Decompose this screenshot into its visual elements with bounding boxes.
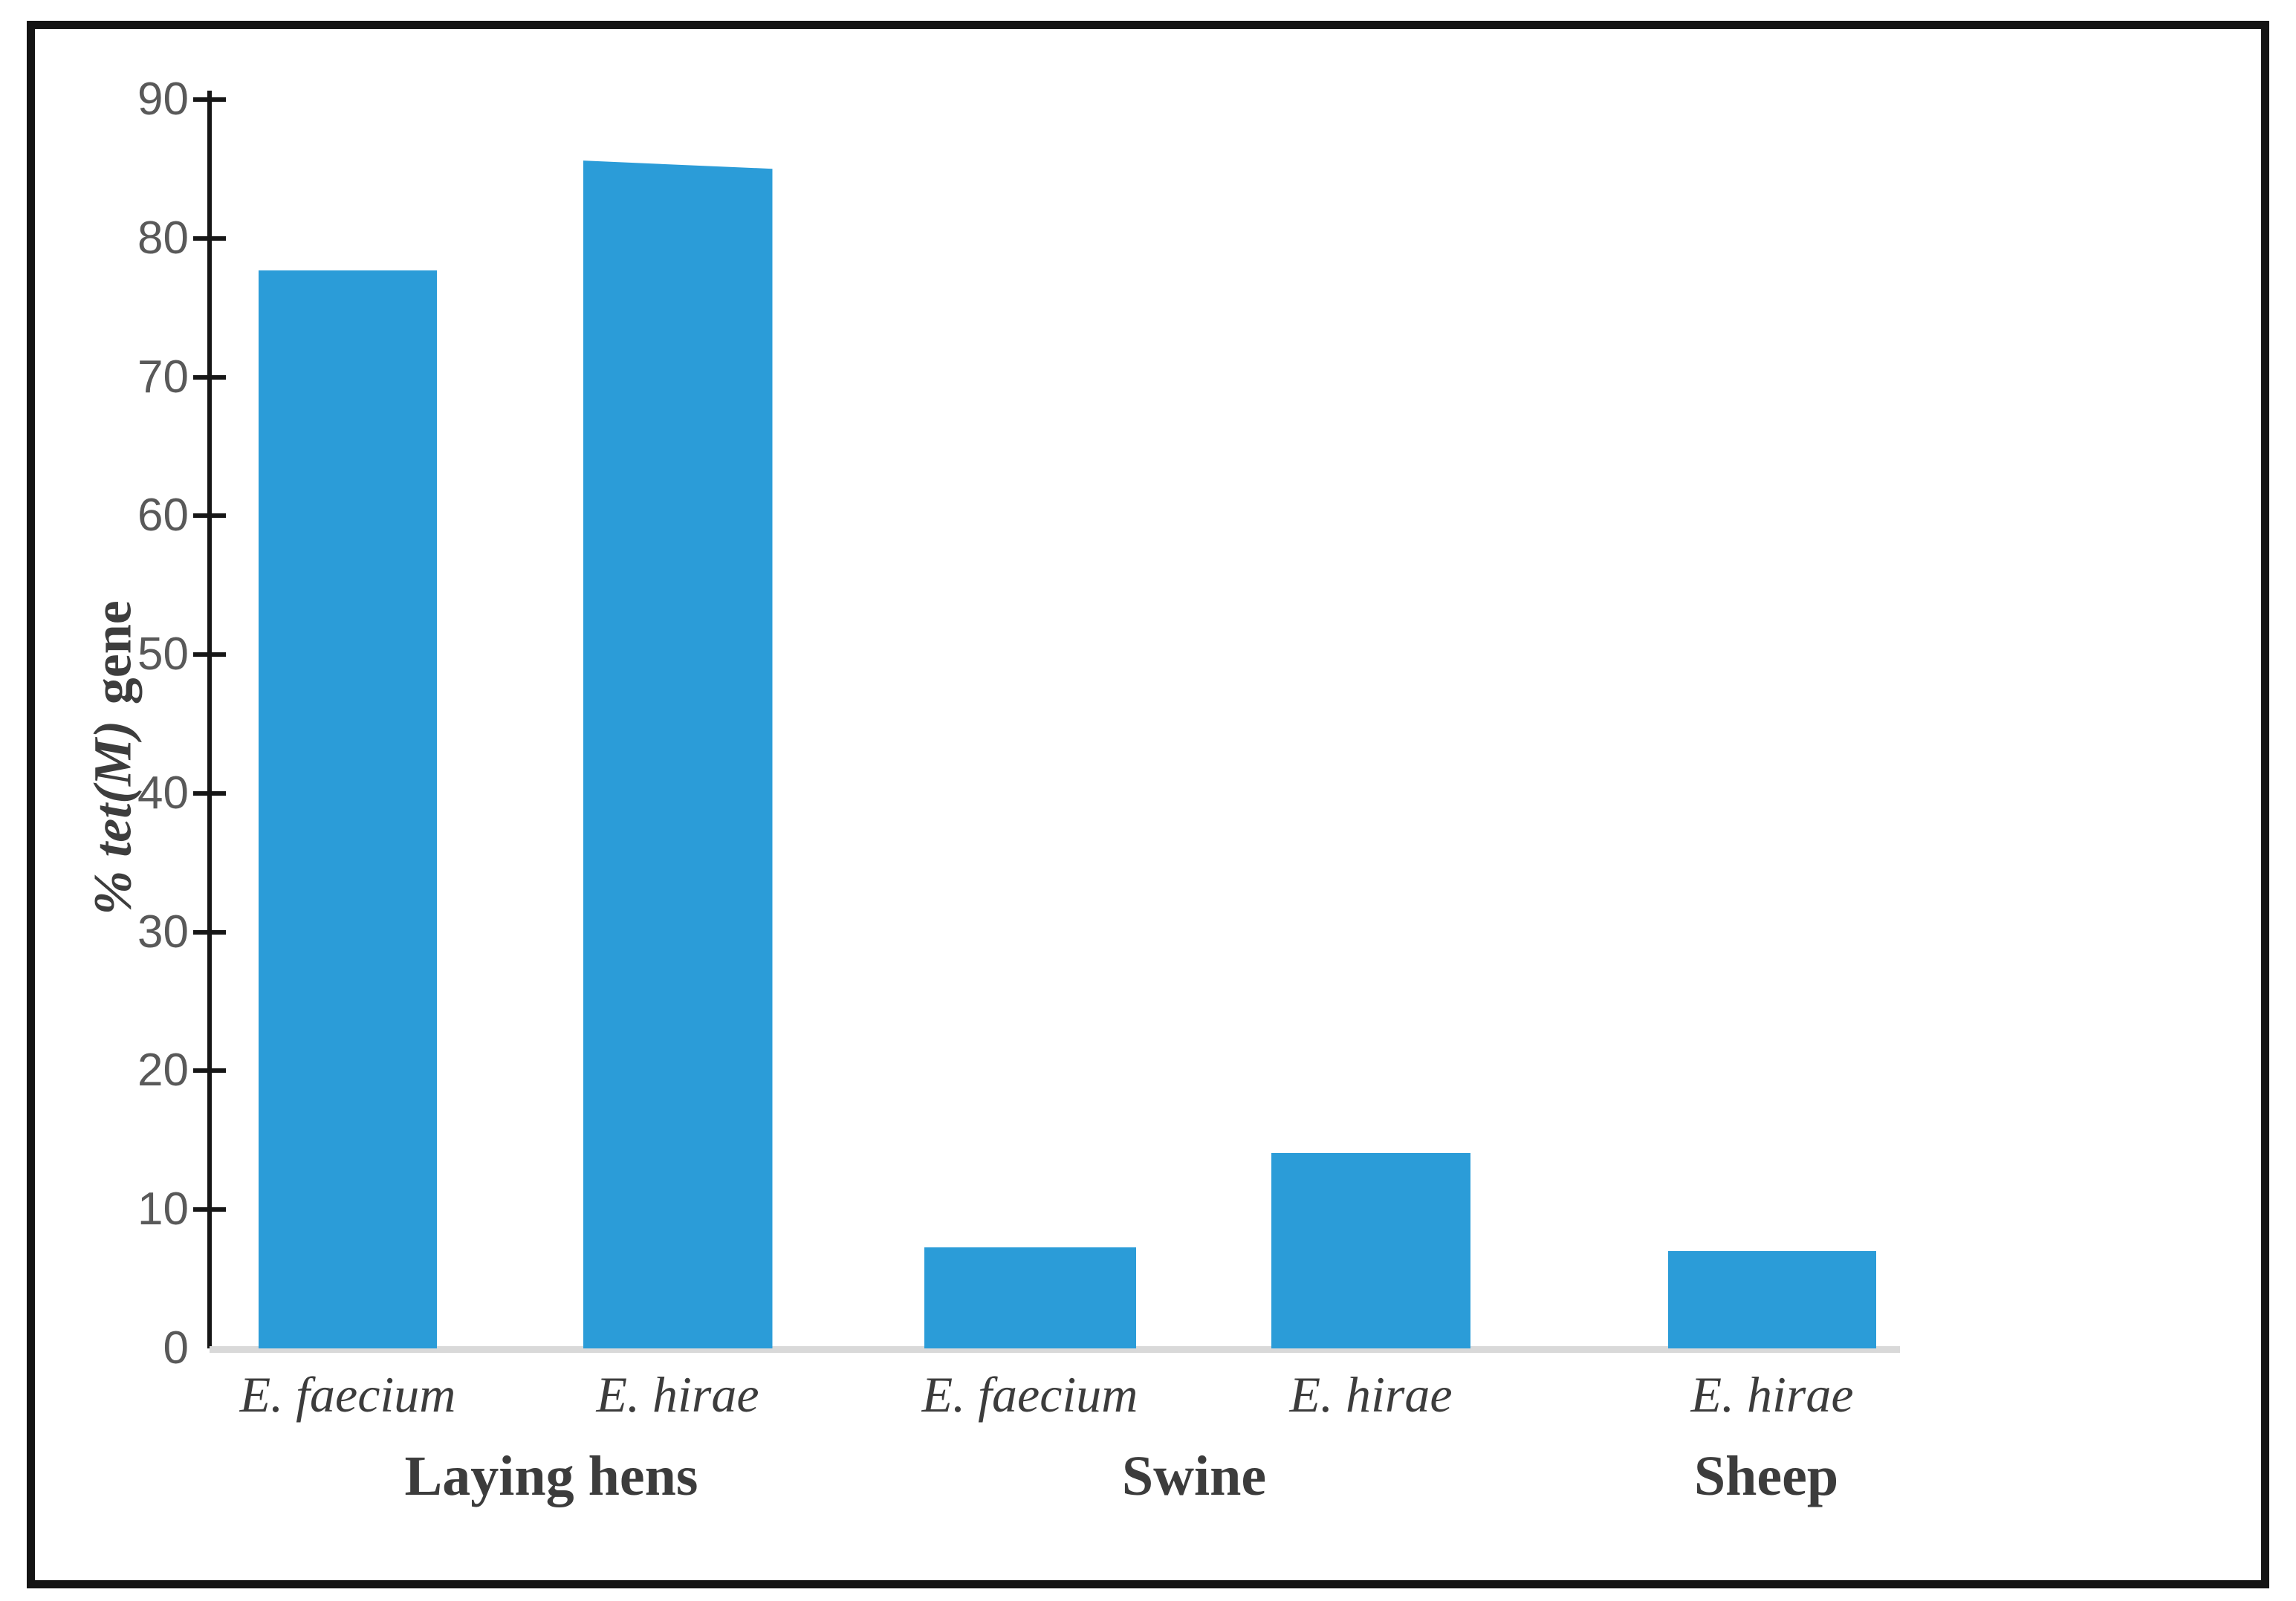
x-category-label-2-e-faecium: E. faecium <box>921 1366 1138 1423</box>
y-tick-mark-80 <box>193 236 226 241</box>
y-tick-mark-10 <box>193 1207 226 1212</box>
y-tick-mark-70 <box>193 374 226 380</box>
y-tick-mark-50 <box>193 652 226 657</box>
bar-2-e-faecium <box>924 1247 1136 1348</box>
x-category-label-3-e-hirae: E. hirae <box>1289 1366 1453 1423</box>
y-tick-label-40: 40 <box>137 767 189 819</box>
x-category-label-0-e-faecium: E. faecium <box>239 1366 456 1423</box>
y-tick-mark-60 <box>193 513 226 519</box>
y-tick-label-30: 30 <box>137 906 189 958</box>
x-group-label-swine: Swine <box>1121 1445 1267 1507</box>
y-tick-label-80: 80 <box>137 212 189 264</box>
x-group-label-laying-hens: Laying hens <box>404 1445 698 1507</box>
y-tick-mark-20 <box>193 1068 226 1074</box>
x-category-label-4-e-hirae: E. hirae <box>1690 1366 1854 1423</box>
y-tick-label-20: 20 <box>137 1045 189 1097</box>
y-tick-mark-90 <box>193 97 226 102</box>
y-axis-line <box>207 91 212 1348</box>
figure-border <box>27 21 2269 1588</box>
y-tick-mark-40 <box>193 790 226 796</box>
y-tick-label-90: 90 <box>137 74 189 125</box>
y-tick-label-60: 60 <box>137 490 189 542</box>
x-category-label-1-e-hirae: E. hirae <box>596 1366 759 1423</box>
y-tick-label-50: 50 <box>137 629 189 681</box>
bar-3-e-hirae <box>1271 1152 1470 1348</box>
y-tick-label-10: 10 <box>137 1183 189 1235</box>
x-axis-baseline <box>210 1346 1900 1353</box>
x-group-label-sheep: Sheep <box>1693 1445 1839 1507</box>
bar-0-e-faecium <box>259 270 437 1348</box>
y-tick-label-70: 70 <box>137 351 189 403</box>
bar-4-e-hirae <box>1668 1251 1876 1348</box>
y-tick-label-0: 0 <box>163 1322 189 1374</box>
y-tick-mark-30 <box>193 929 226 935</box>
bar-1-e-hirae <box>583 160 773 1348</box>
